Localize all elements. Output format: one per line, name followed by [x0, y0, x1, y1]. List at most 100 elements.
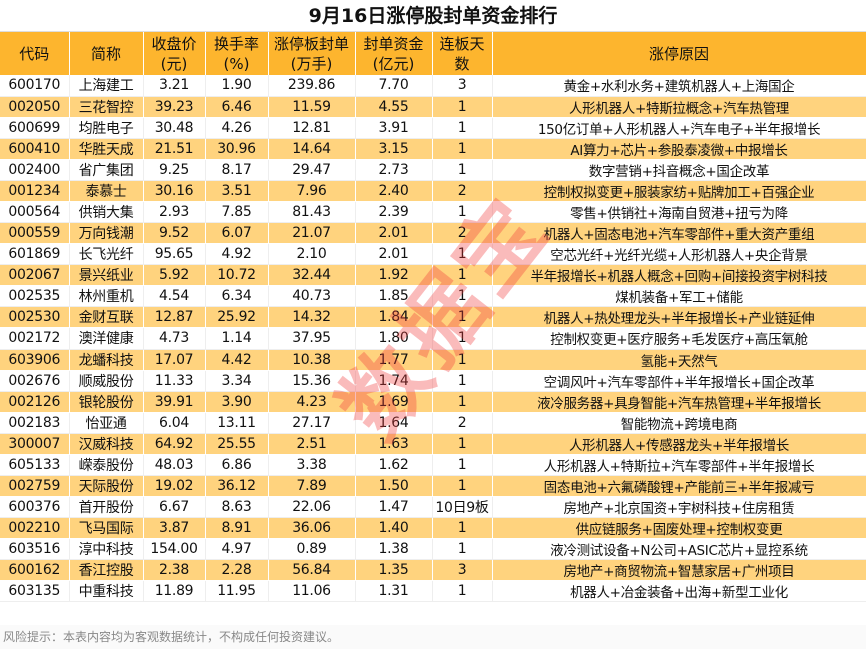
table-cell: 怡亚通: [69, 412, 144, 434]
table-cell: 2.73: [355, 159, 433, 181]
table-cell: 30.96: [205, 138, 269, 160]
table-cell: 48.03: [143, 454, 206, 476]
table-cell: 首开股份: [69, 496, 144, 519]
table-cell: 林州重机: [69, 285, 144, 308]
table-cell: 10日9板: [432, 496, 493, 519]
table-cell: 2.39: [355, 201, 433, 224]
table-row: 601869 长飞光纤 95.65 4.92 2.10 2.01 1 空芯光纤+光纤光缆+人形…: [0, 243, 866, 266]
table-cell: 600162: [0, 559, 70, 582]
table-cell: 2.10: [268, 243, 356, 266]
table-row: 002172 澳洋健康 4.73 1.14 37.95 1.80 1 控制权变更+医疗服务+毛…: [0, 327, 866, 350]
table-cell: 600170: [0, 75, 70, 97]
table-cell: 中重科技: [69, 580, 144, 603]
table-cell: 三花智控: [69, 96, 144, 118]
table-cell: 002067: [0, 264, 70, 287]
table-cell: 11.95: [205, 580, 269, 603]
table-cell: 液冷服务器+具身智能+汽车热管理+半年报增长: [492, 391, 866, 413]
table-cell: 000559: [0, 222, 70, 245]
table-cell: 000564: [0, 201, 70, 224]
table-cell: 空芯光纤+光纤光缆+人形机器人+央企背景: [492, 243, 866, 266]
table-cell: 1: [432, 138, 493, 160]
table-cell: 1.63: [355, 433, 433, 455]
table-row: 002535 林州重机 4.54 6.34 40.73 1.85 1 煤机装备+军工+储能: [0, 285, 866, 308]
table-row: 605133 嵘泰股份 48.03 6.86 3.38 1.62 1 人形机器人+特斯拉+汽车…: [0, 454, 866, 476]
table-row: 600162 香江控股 2.38 2.28 56.84 1.35 3 房地产+商贸物流+智慧家…: [0, 559, 866, 582]
table-cell: 机器人+固态电池+汽车零部件+重大资产重组: [492, 222, 866, 245]
table-cell: 0.89: [268, 538, 356, 561]
table-cell: 1.74: [355, 370, 433, 392]
table-cell: 控制权变更+医疗服务+毛发医疗+高压氧舱: [492, 327, 866, 350]
table-cell: 供销大集: [69, 201, 144, 224]
table-cell: 9.25: [143, 159, 206, 181]
table-cell: 3.91: [355, 117, 433, 139]
table-cell: 华胜天成: [69, 138, 144, 160]
table-cell: 30.16: [143, 180, 206, 202]
table-cell: 25.55: [205, 433, 269, 455]
table-cell: 11.89: [143, 580, 206, 603]
table-cell: 1.38: [355, 538, 433, 561]
table-row: 600376 首开股份 6.67 8.63 22.06 1.47 10日9板 房地产+北京国资…: [0, 496, 866, 519]
table-cell: 3: [432, 559, 493, 582]
table-cell: 顺威股份: [69, 370, 144, 392]
table-cell: 1.77: [355, 349, 433, 371]
table-cell: 8.63: [205, 496, 269, 519]
table-row: 002676 顺威股份 11.33 3.34 15.36 1.74 1 空调风叶+汽车零部件+…: [0, 370, 866, 392]
table-cell: 1: [432, 475, 493, 498]
table-cell: 房地产+商贸物流+智慧家居+广州项目: [492, 559, 866, 582]
table-cell: 239.86: [268, 75, 356, 97]
column-header: 涨停原因: [492, 32, 866, 75]
table-cell: 10.72: [205, 264, 269, 287]
table-cell: 11.33: [143, 370, 206, 392]
table-cell: 1: [432, 454, 493, 476]
table-cell: 智能物流+跨境电商: [492, 412, 866, 434]
table-cell: 3.38: [268, 454, 356, 476]
table-cell: 1: [432, 433, 493, 455]
table-cell: 600699: [0, 117, 70, 139]
table-cell: 17.07: [143, 349, 206, 371]
table-cell: 2: [432, 412, 493, 434]
table-cell: 10.38: [268, 349, 356, 371]
table-cell: 龙蟠科技: [69, 349, 144, 371]
table-cell: AI算力+芯片+参股泰凌微+中报增长: [492, 138, 866, 160]
table-cell: 1: [432, 159, 493, 181]
table-cell: 21.07: [268, 222, 356, 245]
table-cell: 601869: [0, 243, 70, 266]
table-cell: 6.46: [205, 96, 269, 118]
table-row: 002067 景兴纸业 5.92 10.72 32.44 1.92 1 半年报增长+机器人概念…: [0, 264, 866, 287]
table-cell: 002400: [0, 159, 70, 181]
table-cell: 1: [432, 96, 493, 118]
table-cell: 56.84: [268, 559, 356, 582]
table-cell: 4.97: [205, 538, 269, 561]
table-cell: 半年报增长+机器人概念+回购+间接投资宇树科技: [492, 264, 866, 287]
limit-up-table: 代码 简称 收盘价 (元) 换手率 (%) 涨停板封单 (万手) 封单资金 (亿元) 连板天…: [0, 32, 866, 603]
table-cell: 1: [432, 349, 493, 371]
table-cell: 汉威科技: [69, 433, 144, 455]
table-cell: 4.92: [205, 243, 269, 266]
table-cell: 3: [432, 75, 493, 97]
table-cell: 人形机器人+特斯拉+汽车零部件+半年报增长: [492, 454, 866, 476]
table-cell: 2.40: [355, 180, 433, 202]
table-cell: 机器人+冶金装备+出海+新型工业化: [492, 580, 866, 603]
table-row: 000564 供销大集 2.93 7.85 81.43 2.39 1 零售+供销社+海南自贸港…: [0, 201, 866, 224]
table-cell: 64.92: [143, 433, 206, 455]
table-cell: 供应链服务+固废处理+控制权变更: [492, 517, 866, 540]
table-row: 001234 泰慕士 30.16 3.51 7.96 2.40 2 控制权拟变更+服装家纺+贴…: [0, 180, 866, 202]
table-cell: 黄金+水利水务+建筑机器人+上海国企: [492, 75, 866, 97]
table-cell: 6.86: [205, 454, 269, 476]
table-cell: 1: [432, 285, 493, 308]
column-header: 简称: [69, 32, 144, 75]
table-cell: 1: [432, 580, 493, 603]
table-cell: 淳中科技: [69, 538, 144, 561]
table-cell: 上海建工: [69, 75, 144, 97]
table-cell: 002759: [0, 475, 70, 498]
table-cell: 1.85: [355, 285, 433, 308]
table-row: 603516 淳中科技 154.00 4.97 0.89 1.38 1 液冷测试设备+N公司+…: [0, 538, 866, 561]
table-cell: 002183: [0, 412, 70, 434]
table-cell: 7.85: [205, 201, 269, 224]
table-cell: 7.70: [355, 75, 433, 97]
table-row: 600410 华胜天成 21.51 30.96 14.64 3.15 1 AI算力+芯片+参股…: [0, 138, 866, 160]
table-cell: 39.23: [143, 96, 206, 118]
table-cell: 1: [432, 264, 493, 287]
table-cell: 1.50: [355, 475, 433, 498]
table-cell: 3.90: [205, 391, 269, 413]
